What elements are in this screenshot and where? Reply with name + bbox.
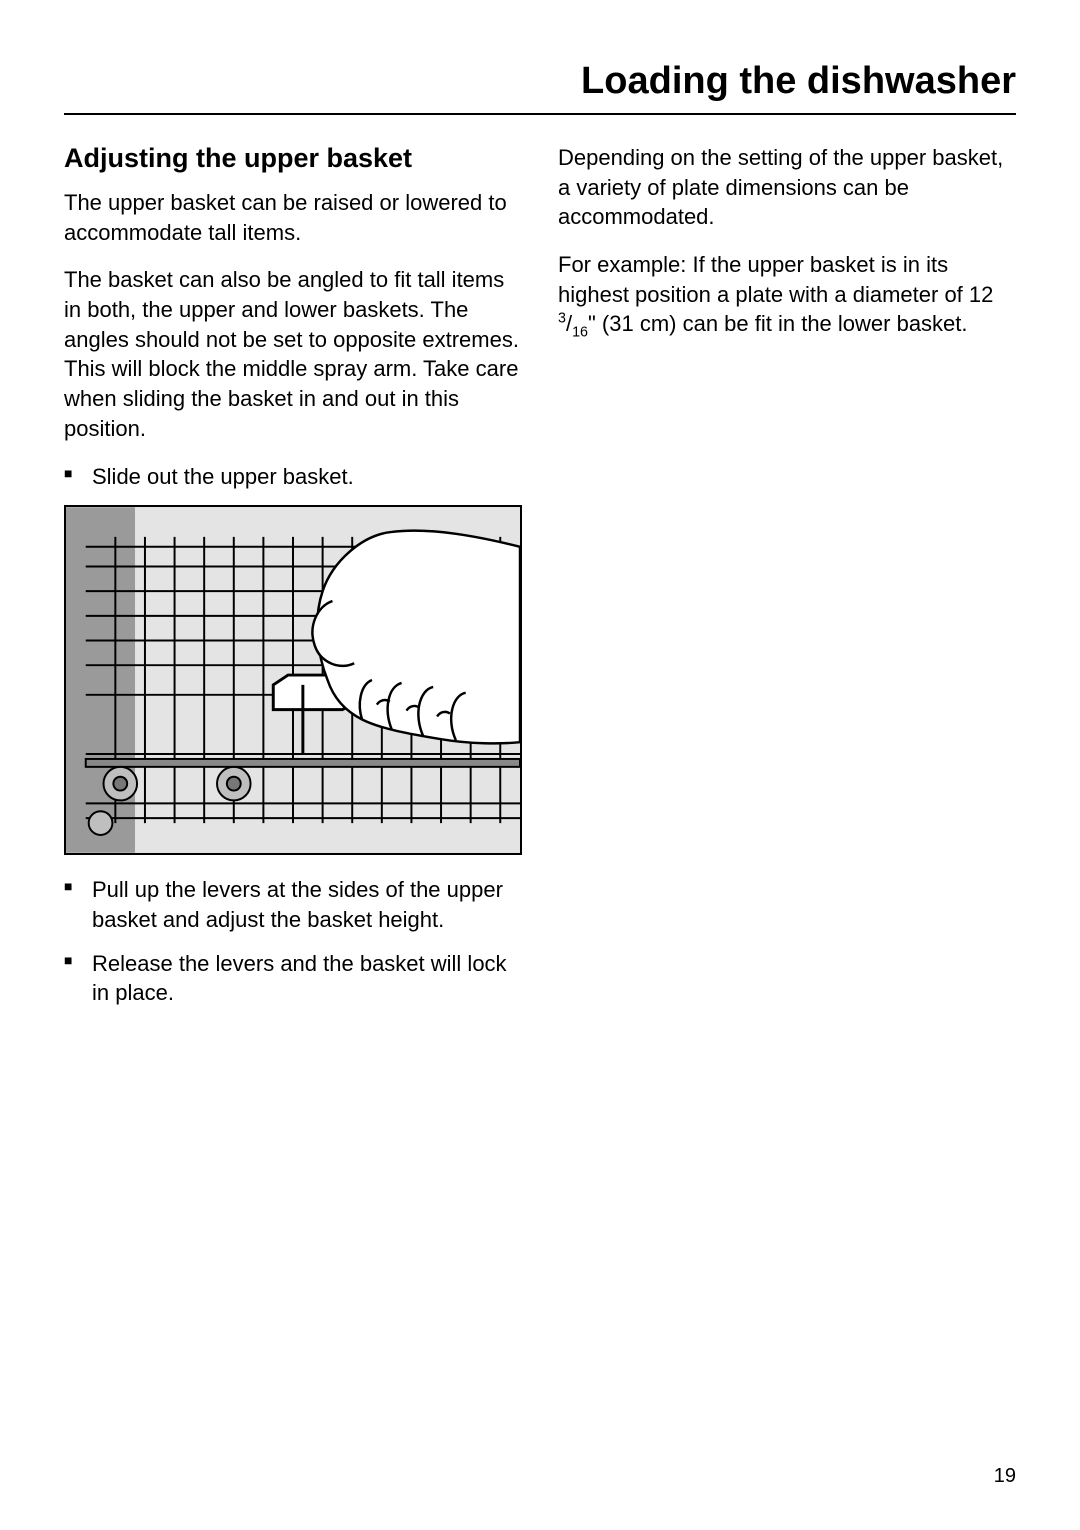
step-item: Release the levers and the basket will l… (64, 949, 522, 1008)
content-columns: Adjusting the upper basket The upper bas… (64, 143, 1016, 1022)
paragraph-with-fraction: For example: If the upper basket is in i… (558, 250, 1016, 343)
text-run: For example: If the upper basket is in i… (558, 252, 993, 307)
fraction-numerator: 3 (558, 311, 566, 327)
step-item: Slide out the upper basket. (64, 462, 522, 492)
step-item: Pull up the levers at the sides of the u… (64, 875, 522, 934)
instruction-illustration (64, 505, 522, 855)
manual-page: Loading the dishwasher Adjusting the upp… (0, 0, 1080, 1530)
paragraph: Depending on the setting of the upper ba… (558, 143, 1016, 232)
right-column: Depending on the setting of the upper ba… (558, 143, 1016, 1022)
paragraph: The upper basket can be raised or lowere… (64, 188, 522, 247)
paragraph: The basket can also be angled to fit tal… (64, 265, 522, 443)
basket-lever-illustration-icon (66, 507, 520, 853)
page-number: 19 (994, 1465, 1016, 1488)
left-column: Adjusting the upper basket The upper bas… (64, 143, 522, 1022)
page-title: Loading the dishwasher (64, 60, 1016, 115)
fraction-denominator: 16 (572, 325, 588, 341)
text-run: " (31 cm) can be fit in the lower basket… (588, 311, 968, 336)
section-heading: Adjusting the upper basket (64, 143, 522, 174)
